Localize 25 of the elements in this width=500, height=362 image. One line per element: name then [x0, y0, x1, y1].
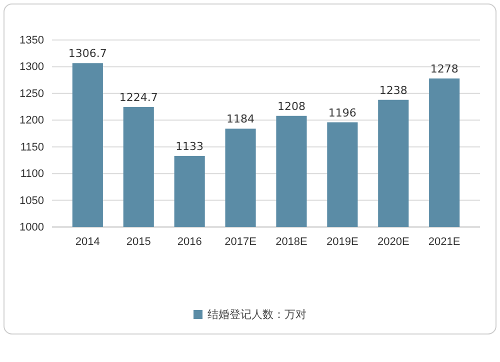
x-tick-label: 2015: [126, 236, 151, 248]
data-label: 1278: [430, 62, 458, 76]
y-tick-label: 1050: [20, 194, 44, 207]
data-label: 1238: [379, 84, 408, 97]
x-tick-label: 2020E: [377, 236, 410, 248]
data-label: 1306.7: [68, 47, 107, 60]
x-tick-label: 2018E: [276, 236, 308, 248]
data-label: 1224.7: [119, 90, 158, 104]
y-tick-label: 1250: [20, 88, 44, 100]
legend-label: 结婚登记人数：万对: [208, 308, 306, 321]
x-tick-label: 2019E: [326, 236, 358, 248]
x-tick-label: 2014: [75, 236, 100, 248]
y-tick-label: 1200: [20, 114, 44, 127]
data-label: 1133: [176, 140, 204, 153]
y-tick-label: 1100: [20, 168, 44, 180]
y-tick-label: 1150: [20, 141, 44, 154]
y-tick-label: 1300: [20, 61, 44, 74]
x-tick-label: 2017E: [224, 236, 256, 248]
data-label: 1196: [328, 106, 356, 120]
data-label: 1184: [226, 112, 255, 126]
y-tick-label: 1000: [20, 222, 44, 234]
x-tick-label: 2021E: [428, 236, 460, 248]
data-label: 1208: [277, 100, 306, 113]
y-tick-label: 1350: [20, 34, 44, 47]
x-tick-label: 2016: [177, 236, 202, 248]
